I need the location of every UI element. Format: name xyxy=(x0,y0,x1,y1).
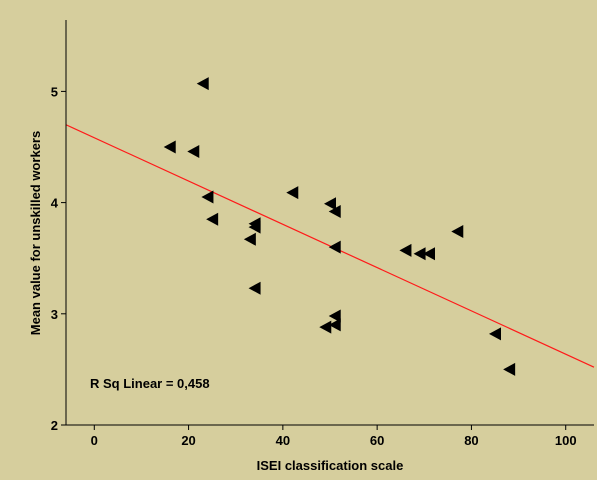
data-point-1 xyxy=(163,140,176,154)
y-tick-label-4: 4 xyxy=(51,196,59,211)
data-point-16 xyxy=(248,281,261,295)
data-point-20 xyxy=(489,327,501,341)
y-tick-label-5: 5 xyxy=(51,84,58,99)
data-point-5 xyxy=(206,212,219,226)
data-point-18 xyxy=(328,318,341,332)
data-point-14 xyxy=(423,247,435,261)
x-tick-label-60: 60 xyxy=(370,433,384,448)
data-point-15 xyxy=(451,225,464,239)
data-point-17 xyxy=(328,309,341,323)
data-point-19 xyxy=(319,320,332,334)
x-tick-label-0: 0 xyxy=(91,433,98,448)
x-tick-label-100: 100 xyxy=(555,433,577,448)
data-point-11 xyxy=(328,240,341,254)
fit-line-layer xyxy=(65,124,595,368)
data-point-0 xyxy=(196,77,209,91)
y-tick-label-2: 2 xyxy=(51,418,58,433)
r-squared-annotation: R Sq Linear = 0,458 xyxy=(90,376,210,391)
x-tick-label-20: 20 xyxy=(181,433,195,448)
x-axis-title: ISEI classification scale xyxy=(257,458,404,473)
data-point-21 xyxy=(503,362,516,376)
data-point-9 xyxy=(248,220,261,234)
y-axis-title: Mean value for unskilled workers xyxy=(28,131,43,335)
data-point-6 xyxy=(324,197,336,211)
data-point-2 xyxy=(187,144,200,158)
data-point-4 xyxy=(286,186,299,200)
data-point-13 xyxy=(413,247,426,261)
data-point-10 xyxy=(243,232,256,246)
data-point-12 xyxy=(399,243,412,257)
data-point-3 xyxy=(201,190,214,204)
x-tick-label-80: 80 xyxy=(464,433,478,448)
x-tick-label-40: 40 xyxy=(276,433,290,448)
data-points-layer xyxy=(163,77,516,376)
linear-fit-line xyxy=(65,124,595,368)
y-tick-label-3: 3 xyxy=(51,307,58,322)
axes-layer: 0 20 40 60 80 100 2 3 4 5 xyxy=(51,20,594,448)
data-point-7 xyxy=(328,204,341,218)
